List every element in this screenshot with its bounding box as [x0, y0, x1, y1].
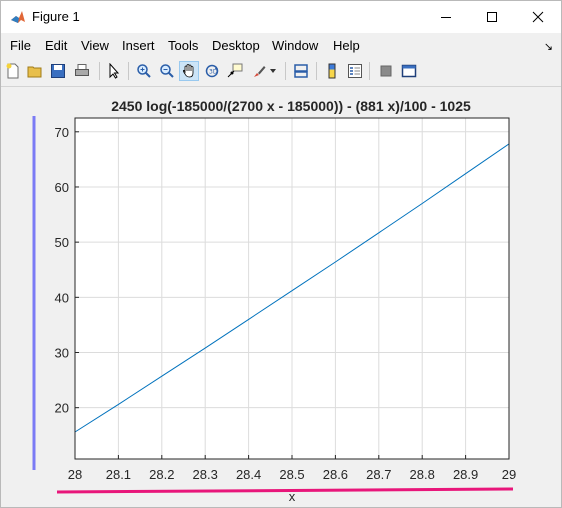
- x-tick-label: 29: [502, 467, 516, 482]
- menu-window[interactable]: Window: [272, 38, 319, 53]
- toolbar-separator: [285, 62, 286, 80]
- y-tick-label: 40: [55, 290, 69, 305]
- plot-svg: 2450 log(-185000/(2700 x - 185000)) - (8…: [32, 98, 517, 504]
- brush-dropdown-arrow-icon[interactable]: [267, 61, 279, 81]
- window-title: Figure 1: [32, 9, 80, 24]
- toolbar: 3D: [1, 58, 561, 87]
- title-bar[interactable]: Figure 1: [1, 1, 561, 33]
- minimize-button[interactable]: [423, 1, 469, 33]
- figure-canvas[interactable]: 2450 log(-185000/(2700 x - 185000)) - (8…: [1, 88, 561, 507]
- x-tick-label: 28.3: [193, 467, 218, 482]
- minimize-icon: [441, 17, 451, 18]
- toolbar-separator: [316, 62, 317, 80]
- close-button[interactable]: [515, 1, 561, 33]
- link-plot-icon[interactable]: [291, 61, 311, 81]
- menu-insert[interactable]: Insert: [122, 38, 155, 53]
- matlab-logo-icon: [11, 11, 25, 23]
- x-tick-label: 28.6: [323, 467, 348, 482]
- menu-desktop[interactable]: Desktop: [212, 38, 260, 53]
- zoom-in-icon[interactable]: [134, 61, 154, 81]
- x-tick-label: 28.2: [149, 467, 174, 482]
- x-axis-label: x: [289, 489, 296, 504]
- bottom-annotation-line: [56, 487, 514, 494]
- show-plot-tools-icon[interactable]: [399, 61, 419, 81]
- maximize-button[interactable]: [469, 1, 515, 33]
- menu-view[interactable]: View: [81, 38, 109, 53]
- print-icon[interactable]: [72, 61, 92, 81]
- brush-icon[interactable]: [249, 61, 269, 81]
- x-tick-label: 28.9: [453, 467, 478, 482]
- plot-title: 2450 log(-185000/(2700 x - 185000)) - (8…: [111, 98, 471, 114]
- x-tick-label: 28: [68, 467, 82, 482]
- menu-edit[interactable]: Edit: [45, 38, 68, 53]
- new-figure-icon[interactable]: [3, 61, 23, 81]
- menu-bar: File Edit View Insert Tools Desktop Wind…: [1, 35, 561, 57]
- y-tick-label: 70: [55, 125, 69, 140]
- toolbar-separator: [128, 62, 129, 80]
- x-tick-label: 28.4: [236, 467, 261, 482]
- y-tick-label: 20: [55, 401, 69, 416]
- toolbar-separator: [369, 62, 370, 80]
- menu-file[interactable]: File: [10, 38, 31, 53]
- toolbar-separator: [99, 62, 100, 80]
- rotate-3d-icon[interactable]: 3D: [202, 61, 222, 81]
- series-line-0: [74, 143, 510, 433]
- save-icon[interactable]: [48, 61, 68, 81]
- x-tick-label: 28.7: [366, 467, 391, 482]
- svg-text:3D: 3D: [209, 69, 218, 76]
- open-file-icon[interactable]: [25, 61, 45, 81]
- x-tick-label: 28.1: [106, 467, 131, 482]
- y-tick-label: 60: [55, 180, 69, 195]
- select-arrow-icon[interactable]: [104, 61, 124, 81]
- x-tick-label: 28.5: [279, 467, 304, 482]
- menu-help[interactable]: Help: [333, 38, 360, 53]
- menu-dock-arrow-icon[interactable]: ↘: [543, 41, 553, 53]
- axes-box: [74, 117, 510, 460]
- zoom-out-icon[interactable]: [157, 61, 177, 81]
- legend-icon[interactable]: [345, 61, 365, 81]
- data-cursor-icon[interactable]: [225, 61, 245, 81]
- x-tick-label: 28.8: [410, 467, 435, 482]
- y-tick-label: 50: [55, 235, 69, 250]
- y-tick-label: 30: [55, 346, 69, 361]
- hide-plot-tools-icon[interactable]: [376, 61, 396, 81]
- pan-hand-icon[interactable]: [179, 61, 199, 81]
- colorbar-icon[interactable]: [322, 61, 342, 81]
- tick-labels: 28 28.1 28.2 28.3 28.4 28.5 28.6 28.7 28.8 28.9 29…: [55, 125, 517, 482]
- menu-tools[interactable]: Tools: [168, 38, 199, 53]
- maximize-icon: [487, 12, 497, 22]
- close-icon: [532, 11, 544, 23]
